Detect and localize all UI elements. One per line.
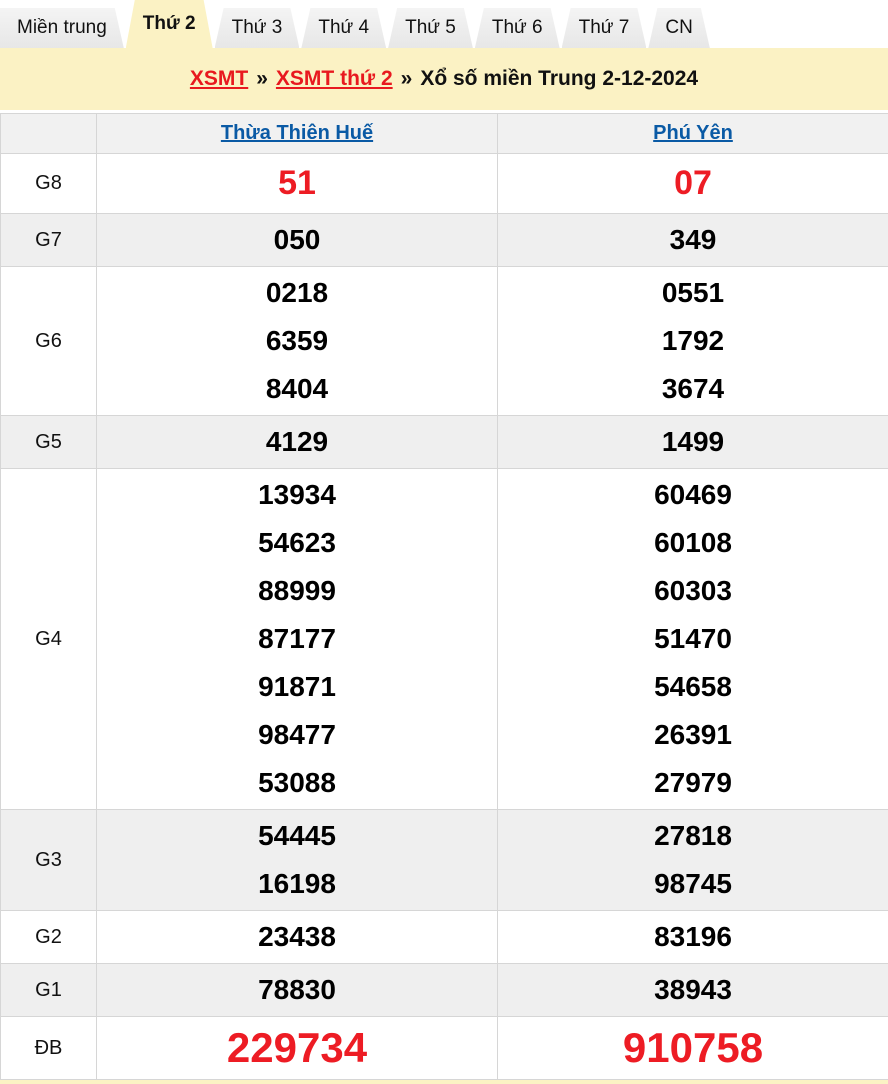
page-background-strip bbox=[0, 1080, 888, 1084]
column-header-hue: Thừa Thiên Huế bbox=[97, 114, 498, 154]
prize-cell: 349 bbox=[498, 214, 888, 267]
breadcrumb-link-xsmt-thu2[interactable]: XSMT thứ 2 bbox=[276, 67, 393, 91]
prize-number: 349 bbox=[498, 216, 888, 264]
tab-cn[interactable]: CN bbox=[648, 8, 709, 48]
prize-number: 88999 bbox=[97, 567, 497, 615]
prize-label: G6 bbox=[1, 267, 97, 416]
prize-number: 0551 bbox=[498, 269, 888, 317]
prize-cell: 07 bbox=[498, 154, 888, 214]
prize-label: G2 bbox=[1, 911, 97, 964]
breadcrumb-link-xsmt[interactable]: XSMT bbox=[190, 67, 248, 91]
breadcrumb-separator: » bbox=[256, 67, 268, 91]
prize-number: 0218 bbox=[97, 269, 497, 317]
table-header-row: Thừa Thiên Huế Phú Yên bbox=[1, 114, 888, 154]
breadcrumb-current: Xổ số miền Trung 2-12-2024 bbox=[420, 67, 698, 91]
prize-number: 27818 bbox=[498, 812, 888, 860]
prize-cell: 910758 bbox=[498, 1017, 888, 1080]
prize-number: 54623 bbox=[97, 519, 497, 567]
tab-miền-trung[interactable]: Miền trung bbox=[0, 8, 124, 48]
tab-thứ-4[interactable]: Thứ 4 bbox=[301, 8, 386, 48]
prize-cell: 78830 bbox=[97, 964, 498, 1017]
prize-number: 050 bbox=[97, 216, 497, 264]
prize-number: 60303 bbox=[498, 567, 888, 615]
prize-label: ĐB bbox=[1, 1017, 97, 1080]
prize-label: G4 bbox=[1, 469, 97, 810]
prize-number: 1499 bbox=[498, 418, 888, 466]
tab-thứ-5[interactable]: Thứ 5 bbox=[388, 8, 473, 48]
prize-number: 07 bbox=[498, 156, 888, 211]
prize-label: G3 bbox=[1, 810, 97, 911]
prize-number: 23438 bbox=[97, 913, 497, 961]
province-link-thua-thien-hue[interactable]: Thừa Thiên Huế bbox=[221, 122, 373, 144]
prize-number: 16198 bbox=[97, 860, 497, 908]
prize-number: 83196 bbox=[498, 913, 888, 961]
prize-number: 87177 bbox=[97, 615, 497, 663]
prize-number: 54445 bbox=[97, 812, 497, 860]
prize-number: 3674 bbox=[498, 365, 888, 413]
prize-number: 51470 bbox=[498, 615, 888, 663]
tab-thứ-7[interactable]: Thứ 7 bbox=[562, 8, 647, 48]
prize-label: G1 bbox=[1, 964, 97, 1017]
prize-number: 13934 bbox=[97, 471, 497, 519]
prize-cell: 38943 bbox=[498, 964, 888, 1017]
prize-number: 8404 bbox=[97, 365, 497, 413]
prize-number: 910758 bbox=[498, 1019, 888, 1077]
province-link-phu-yen[interactable]: Phú Yên bbox=[653, 122, 733, 144]
prize-number: 98745 bbox=[498, 860, 888, 908]
prize-number: 26391 bbox=[498, 711, 888, 759]
prize-cell: 83196 bbox=[498, 911, 888, 964]
prize-number: 38943 bbox=[498, 966, 888, 1014]
prize-number: 91871 bbox=[97, 663, 497, 711]
prize-number: 229734 bbox=[97, 1019, 497, 1077]
prize-cell: 229734 bbox=[97, 1017, 498, 1080]
tab-thứ-2[interactable]: Thứ 2 bbox=[126, 0, 213, 48]
corner-cell bbox=[1, 114, 97, 154]
tab-thứ-3[interactable]: Thứ 3 bbox=[215, 8, 300, 48]
breadcrumb-separator: » bbox=[401, 67, 413, 91]
prize-cell: 1499 bbox=[498, 416, 888, 469]
prize-number: 27979 bbox=[498, 759, 888, 807]
prize-number: 4129 bbox=[97, 418, 497, 466]
prize-number: 6359 bbox=[97, 317, 497, 365]
prize-cell: 050 bbox=[97, 214, 498, 267]
column-header-phu-yen: Phú Yên bbox=[498, 114, 888, 154]
breadcrumb: XSMT » XSMT thứ 2 » Xổ số miền Trung 2-1… bbox=[0, 48, 888, 110]
prize-cell: 51 bbox=[97, 154, 498, 214]
prize-number: 1792 bbox=[498, 317, 888, 365]
tab-thứ-6[interactable]: Thứ 6 bbox=[475, 8, 560, 48]
prize-number: 51 bbox=[97, 156, 497, 211]
prize-number: 53088 bbox=[97, 759, 497, 807]
prize-number: 78830 bbox=[97, 966, 497, 1014]
prize-label: G8 bbox=[1, 154, 97, 214]
prize-number: 60108 bbox=[498, 519, 888, 567]
prize-cell: 4129 bbox=[97, 416, 498, 469]
prize-number: 98477 bbox=[97, 711, 497, 759]
prize-number: 54658 bbox=[498, 663, 888, 711]
prize-cell: 23438 bbox=[97, 911, 498, 964]
prize-label: G5 bbox=[1, 416, 97, 469]
prize-label: G7 bbox=[1, 214, 97, 267]
prize-number: 60469 bbox=[498, 471, 888, 519]
